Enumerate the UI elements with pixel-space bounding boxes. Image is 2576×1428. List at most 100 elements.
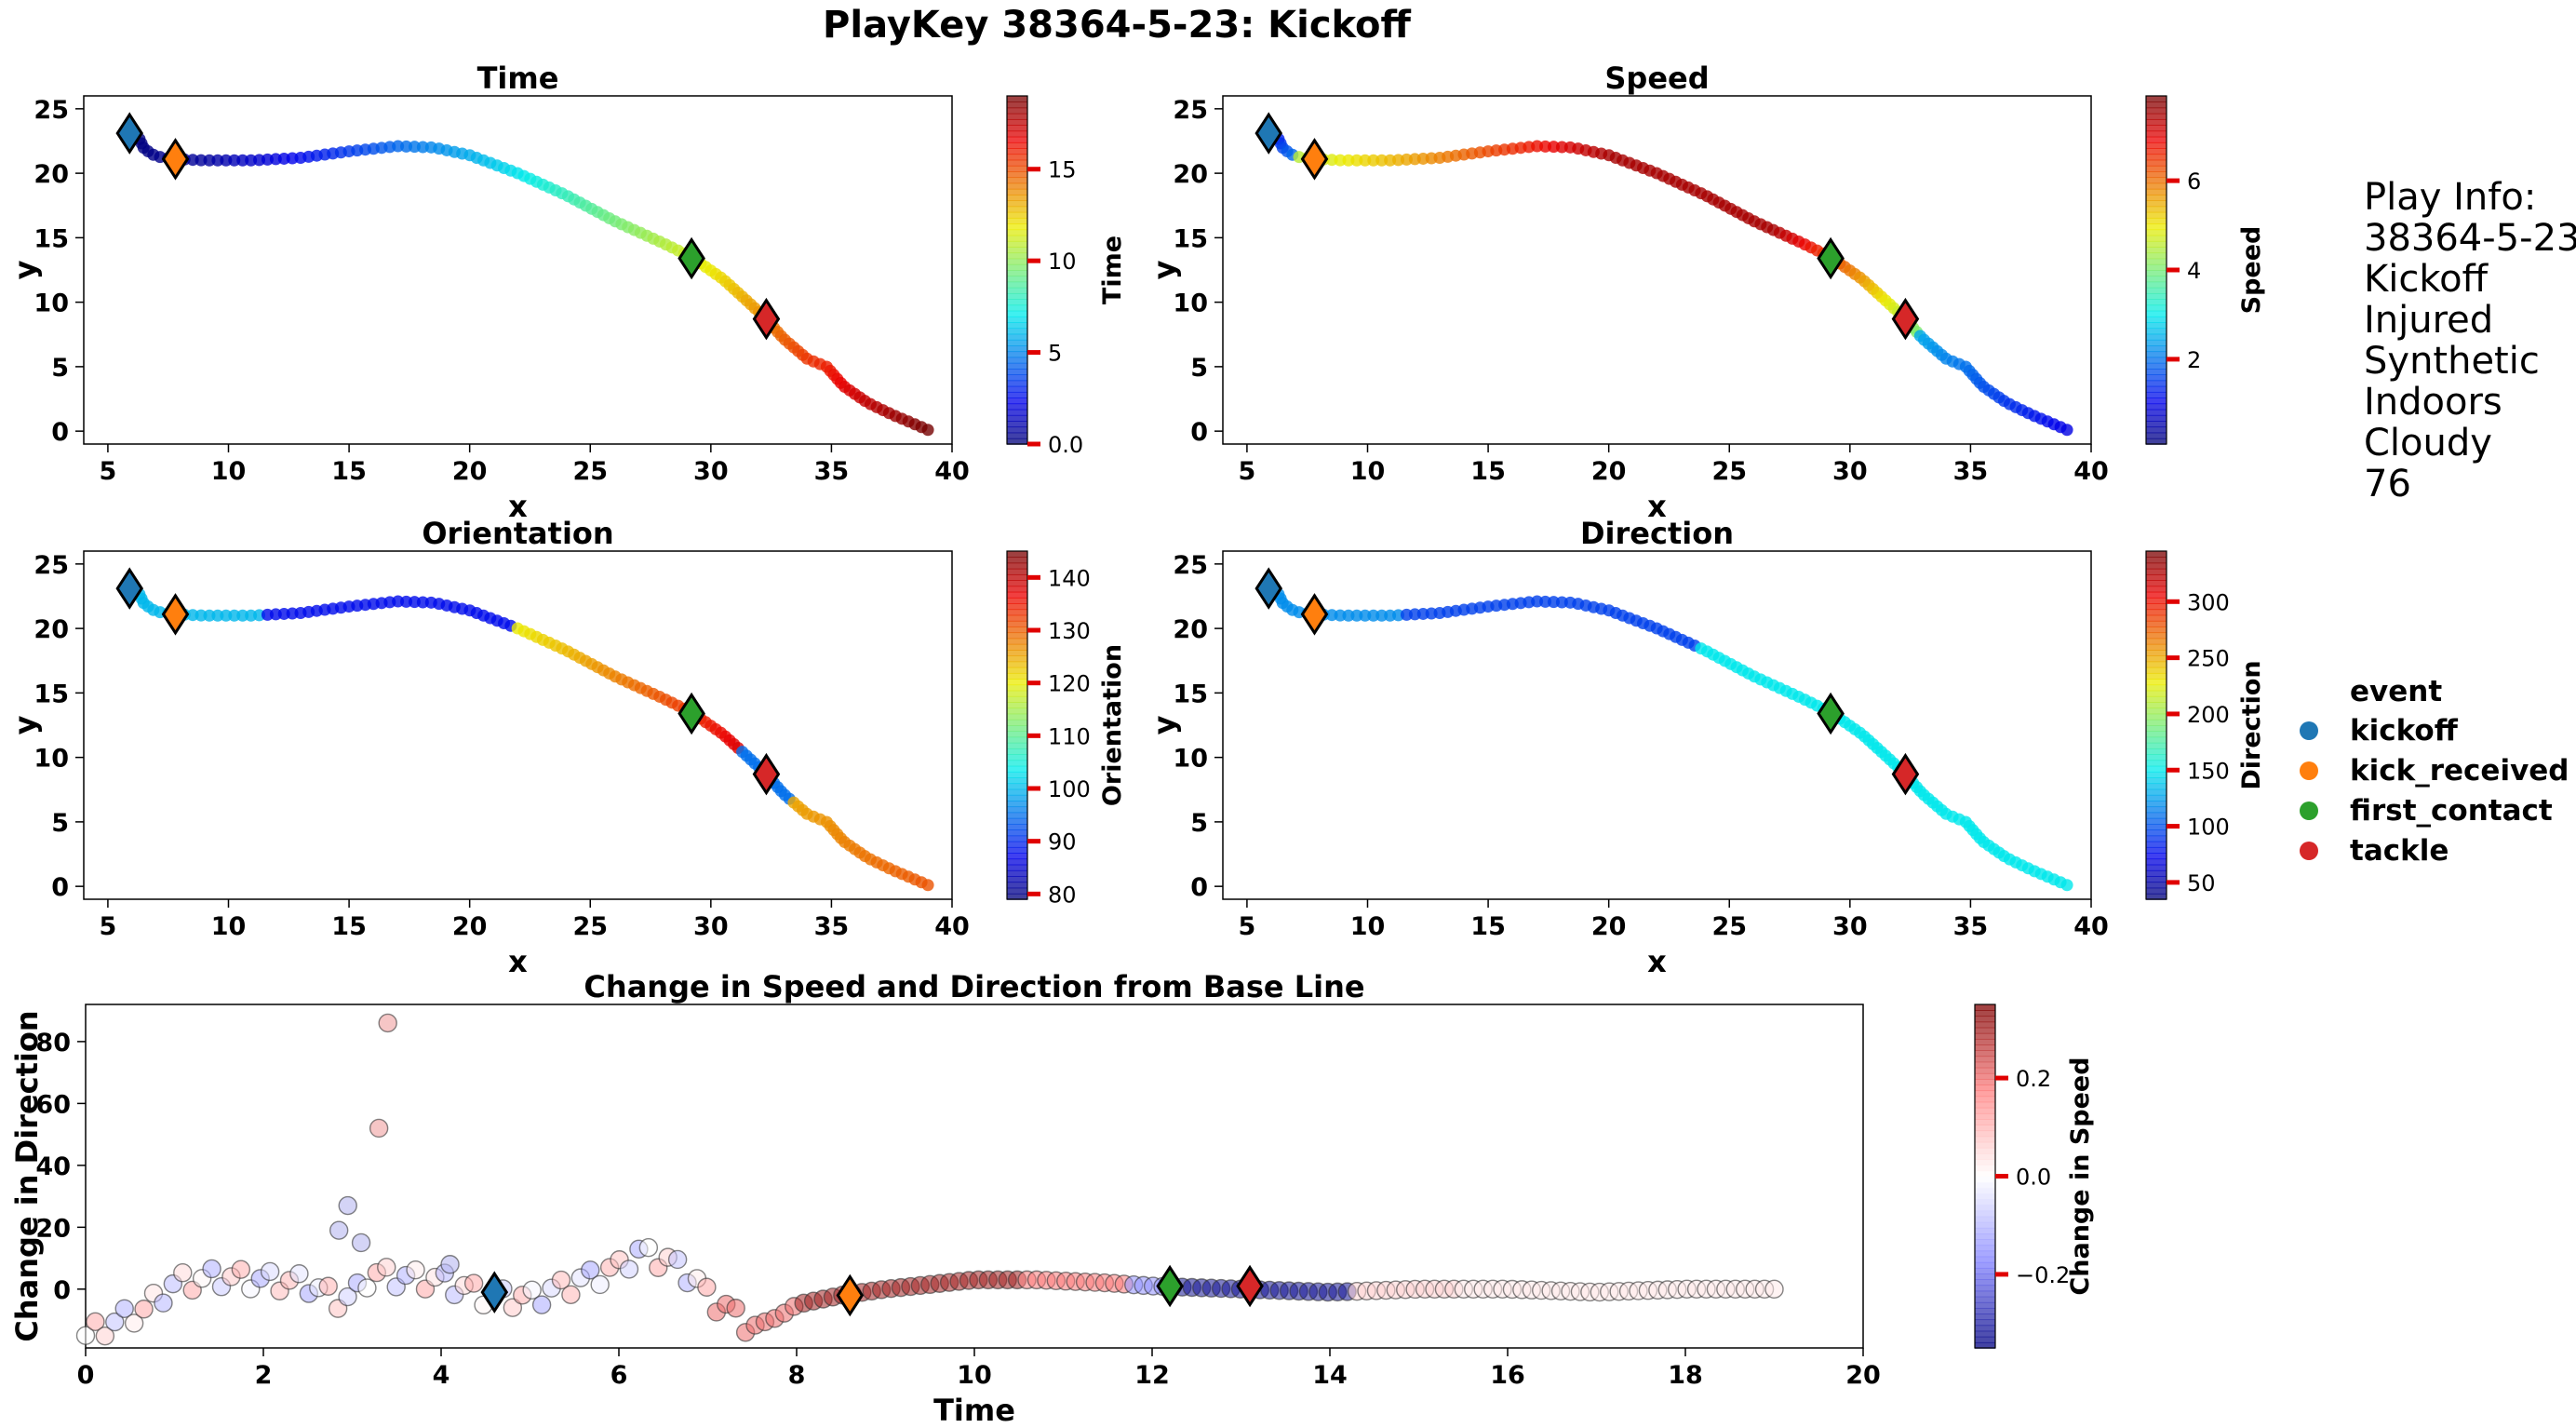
change-point bbox=[726, 1299, 745, 1318]
info-line: 38364-5-23 bbox=[2364, 217, 2576, 260]
colorbar-segment bbox=[2146, 252, 2167, 260]
info-line: Synthetic bbox=[2364, 340, 2540, 383]
colorbar-segment bbox=[2146, 702, 2167, 709]
trajectory-point bbox=[1367, 609, 1380, 622]
colorbar-segment bbox=[2146, 562, 2167, 570]
event-marker-tackle bbox=[752, 297, 781, 341]
colorbar-segment bbox=[1007, 609, 1027, 616]
colorbar-segment bbox=[1975, 1027, 1995, 1034]
event-marker-first_contact bbox=[1156, 1264, 1184, 1308]
colorbar-segment bbox=[1975, 1301, 1995, 1309]
colorbar-segment bbox=[1975, 1261, 1995, 1269]
colorbar-segment bbox=[1007, 322, 1027, 330]
colorbar-segment bbox=[1007, 414, 1027, 422]
x-tick-label: 30 bbox=[1832, 457, 1868, 486]
colorbar-segment bbox=[2146, 235, 2167, 242]
colorbar-segment bbox=[2146, 414, 2167, 422]
colorbar-segment bbox=[2146, 281, 2167, 289]
event-marker-kickoff bbox=[480, 1271, 509, 1313]
colorbar-segment bbox=[2146, 182, 2167, 190]
colorbar-segment bbox=[1007, 643, 1027, 651]
change-point bbox=[134, 1300, 154, 1319]
colorbar-segment bbox=[2146, 725, 2167, 733]
x-tick-label: 6 bbox=[610, 1361, 628, 1390]
colorbar-segment bbox=[1007, 812, 1027, 819]
colorbar-segment bbox=[2146, 206, 2167, 213]
colorbar-segment bbox=[1007, 586, 1027, 593]
colorbar-segment bbox=[1007, 125, 1027, 132]
colorbar-segment bbox=[2146, 638, 2167, 645]
colorbar-segment bbox=[1007, 211, 1027, 219]
colorbar-segment bbox=[1007, 438, 1027, 445]
colorbar-segment bbox=[1975, 1239, 1995, 1246]
colorbar-segment bbox=[1007, 316, 1027, 323]
colorbar-segment bbox=[1007, 380, 1027, 387]
colorbar-segment bbox=[2146, 368, 2167, 375]
colorbar-segment bbox=[1007, 426, 1027, 434]
change-point bbox=[202, 1259, 221, 1279]
legend-title: event bbox=[2350, 675, 2442, 708]
legend-marker-tackle bbox=[2300, 842, 2318, 860]
colorbar-tick-label: 100 bbox=[2187, 815, 2230, 841]
trajectory-point bbox=[228, 609, 241, 622]
colorbar-segment bbox=[1007, 597, 1027, 604]
event-marker-kickoff bbox=[1254, 567, 1283, 610]
colorbar-segment bbox=[2146, 421, 2167, 428]
change-point bbox=[95, 1326, 115, 1346]
colorbar-segment bbox=[1007, 368, 1027, 375]
colorbar-segment bbox=[1975, 1130, 1995, 1138]
x-tick-label: 25 bbox=[572, 457, 608, 486]
colorbar-segment bbox=[2146, 101, 2167, 109]
colorbar-segment bbox=[1007, 817, 1027, 825]
colorbar-segment bbox=[1007, 409, 1027, 416]
colorbar-segment bbox=[1007, 557, 1027, 564]
colorbar-segment bbox=[1007, 351, 1027, 358]
y-tick-label: 5 bbox=[1190, 809, 1208, 838]
y-tick-label: 15 bbox=[34, 680, 69, 708]
colorbar-segment bbox=[2146, 165, 2167, 172]
colorbar-segment bbox=[1007, 742, 1027, 749]
colorbar-tick-label: 200 bbox=[2187, 702, 2230, 728]
colorbar-segment bbox=[1007, 130, 1027, 138]
y-tick-label: 10 bbox=[1173, 745, 1208, 774]
colorbar-segment bbox=[1007, 702, 1027, 709]
y-tick-label: 15 bbox=[1173, 680, 1208, 708]
colorbar-segment bbox=[1975, 1176, 1995, 1183]
colorbar-segment bbox=[1007, 136, 1027, 143]
colorbar-segment bbox=[2146, 159, 2167, 167]
colorbar-segment bbox=[1975, 1032, 1995, 1040]
colorbar-segment bbox=[1007, 165, 1027, 172]
x-tick-label: 5 bbox=[100, 912, 117, 941]
colorbar-segment bbox=[1975, 1078, 1995, 1085]
colorbar-segment bbox=[1007, 794, 1027, 802]
colorbar-tick-label: 5 bbox=[1048, 341, 1062, 367]
colorbar-segment bbox=[1007, 391, 1027, 398]
y-tick-label: 0 bbox=[51, 418, 69, 447]
info-line: Kickoff bbox=[2364, 258, 2489, 301]
chart-title: Time bbox=[477, 61, 559, 96]
colorbar-segment bbox=[1975, 1273, 1995, 1280]
colorbar-segment bbox=[1007, 760, 1027, 767]
colorbar-segment bbox=[1007, 829, 1027, 837]
colorbar-segment bbox=[1007, 281, 1027, 289]
colorbar-segment bbox=[2146, 846, 2167, 854]
colorbar-segment bbox=[2146, 177, 2167, 184]
colorbar-segment bbox=[1007, 869, 1027, 877]
change-point bbox=[154, 1293, 173, 1313]
y-tick-label: 20 bbox=[1173, 160, 1208, 189]
colorbar-segment bbox=[2146, 603, 2167, 611]
colorbar-segment bbox=[2146, 357, 2167, 364]
colorbar-segment bbox=[1007, 754, 1027, 761]
colorbar-segment bbox=[2146, 270, 2167, 277]
info-line: Indoors bbox=[2364, 381, 2502, 424]
colorbar-segment bbox=[1007, 328, 1027, 335]
trajectory-point bbox=[1350, 609, 1363, 622]
chart-title: Orientation bbox=[422, 516, 613, 551]
event-marker-first_contact bbox=[1817, 692, 1845, 735]
colorbar-segment bbox=[1975, 1285, 1995, 1292]
colorbar-segment bbox=[1975, 1199, 1995, 1206]
colorbar-frame bbox=[1006, 95, 1028, 445]
change-point bbox=[581, 1260, 600, 1280]
colorbar-segment bbox=[1975, 1112, 1995, 1120]
colorbar-segment bbox=[1007, 299, 1027, 306]
